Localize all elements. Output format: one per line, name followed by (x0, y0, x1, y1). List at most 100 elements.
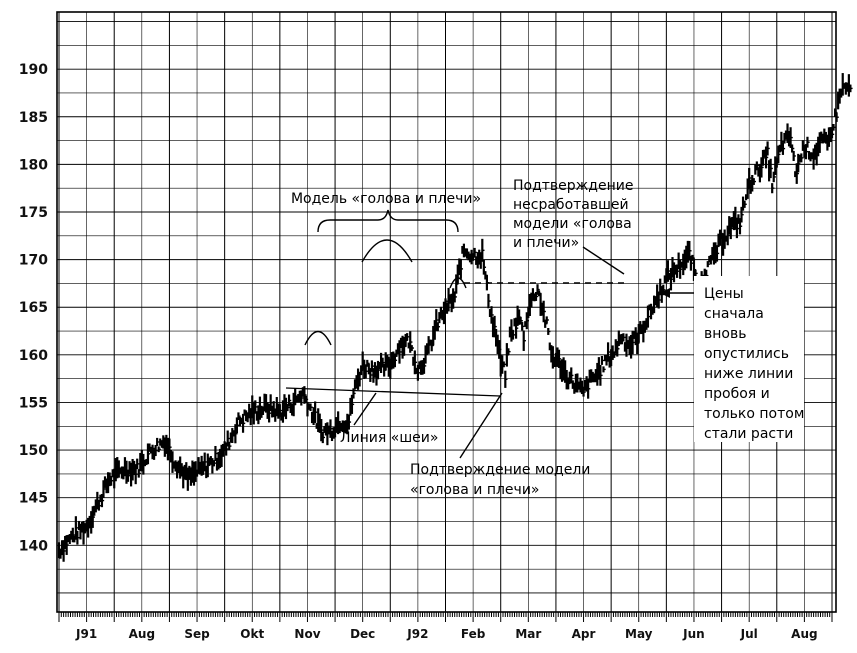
head-shoulders-brace (317, 209, 459, 233)
price-bar (679, 259, 683, 279)
price-bar (459, 258, 464, 279)
price-bar (772, 171, 776, 183)
price-bar (482, 259, 487, 275)
price-bar (694, 269, 698, 277)
price-bar (110, 475, 114, 486)
price-bar (370, 360, 375, 372)
y-tick-label: 140 (19, 538, 48, 554)
price-bar (729, 217, 733, 240)
price-bar (278, 404, 283, 417)
y-tick-label: 170 (19, 253, 48, 269)
price-bar (795, 163, 799, 184)
price-bar (91, 506, 95, 528)
plot-frame (56, 11, 837, 613)
price-bar (582, 387, 586, 397)
price-bar (534, 291, 539, 301)
price-bar (514, 317, 519, 339)
price-bar (636, 332, 640, 355)
x-tick-label: Jul (740, 627, 758, 641)
price-bar (376, 360, 381, 380)
price-bar (800, 153, 804, 163)
price-bar (214, 445, 218, 462)
price-bar (622, 333, 626, 342)
price-bar (616, 341, 620, 357)
price-bar (735, 218, 740, 239)
price-bar (587, 378, 591, 399)
price-bar (455, 274, 459, 294)
price-bar (435, 309, 439, 331)
price-bar (424, 345, 428, 364)
price-bar (791, 144, 795, 153)
price-bar (657, 291, 661, 309)
price-bar (137, 469, 141, 478)
price-bar (613, 351, 617, 358)
price-bar (519, 317, 523, 325)
y-tick-label: 175 (19, 205, 48, 221)
price-bar (286, 403, 290, 412)
price-bar (835, 112, 839, 122)
price-bar (364, 364, 368, 379)
price-bar (268, 403, 272, 423)
price-bar (669, 268, 674, 291)
price-bar (631, 330, 635, 355)
price-bar (287, 394, 292, 407)
prices-note-line-1: Цены (704, 286, 744, 302)
price-bar (675, 264, 680, 278)
price-bar (525, 312, 529, 330)
x-tick-label: Aug (791, 627, 817, 641)
head-shoulders-label: Модель «голова и плечи» (291, 191, 481, 207)
price-bar (551, 346, 556, 369)
right-shoulder-arc (449, 277, 467, 289)
price-bar (502, 361, 506, 368)
price-bar (358, 371, 362, 387)
price-bar (269, 394, 273, 412)
price-bar (536, 284, 540, 295)
price-bar (314, 401, 318, 423)
price-bar (228, 441, 232, 451)
price-bars (57, 73, 853, 562)
x-tick-label: May (625, 627, 653, 641)
price-bar (570, 367, 574, 384)
price-bar (100, 493, 105, 508)
neckline-pointer (353, 392, 377, 426)
x-tick-label: Jun (682, 627, 705, 641)
price-bar (393, 353, 398, 368)
price-bar (849, 84, 853, 93)
price-bar (472, 253, 476, 261)
y-tick-label: 165 (19, 300, 48, 316)
price-bar (329, 419, 333, 438)
price-bar (797, 153, 801, 173)
prices-note-background (694, 276, 804, 442)
x-tick-label: Mar (515, 627, 541, 641)
price-bar (126, 469, 131, 482)
prices-note-line-3: вновь (704, 326, 746, 342)
price-bar (261, 406, 266, 415)
price-bar (352, 388, 356, 399)
annotation-texts: Модель «голова и плечи» Линия «шеи» Подт… (291, 178, 633, 498)
price-bar (395, 349, 399, 357)
x-tick-label: Apr (572, 627, 596, 641)
price-bar (186, 467, 191, 491)
price-bar (235, 417, 240, 434)
price-bar (766, 141, 770, 156)
price-bar (436, 322, 441, 332)
price-bar (706, 261, 710, 268)
failed-label-line-3: модели «голова (513, 216, 632, 232)
price-bar (234, 424, 238, 444)
y-tick-label: 160 (19, 348, 48, 364)
price-bar (413, 350, 418, 375)
price-bar (748, 167, 752, 189)
price-bar (764, 146, 769, 169)
price-bar (406, 333, 410, 341)
prices-note-line-6: пробоя и (704, 386, 770, 402)
price-bar (444, 298, 448, 305)
price-bar (304, 395, 309, 404)
price-bar (769, 158, 773, 179)
price-bar (306, 401, 310, 417)
x-axis-ticks: J91 Aug Sep Okt Nov Dec J92 Feb Mar Apr May Jun Jul A… (58, 612, 833, 641)
price-bar (409, 331, 413, 353)
prices-note-line-5: ниже линии (704, 366, 793, 382)
price-bar (241, 413, 246, 433)
price-bar (320, 418, 324, 442)
